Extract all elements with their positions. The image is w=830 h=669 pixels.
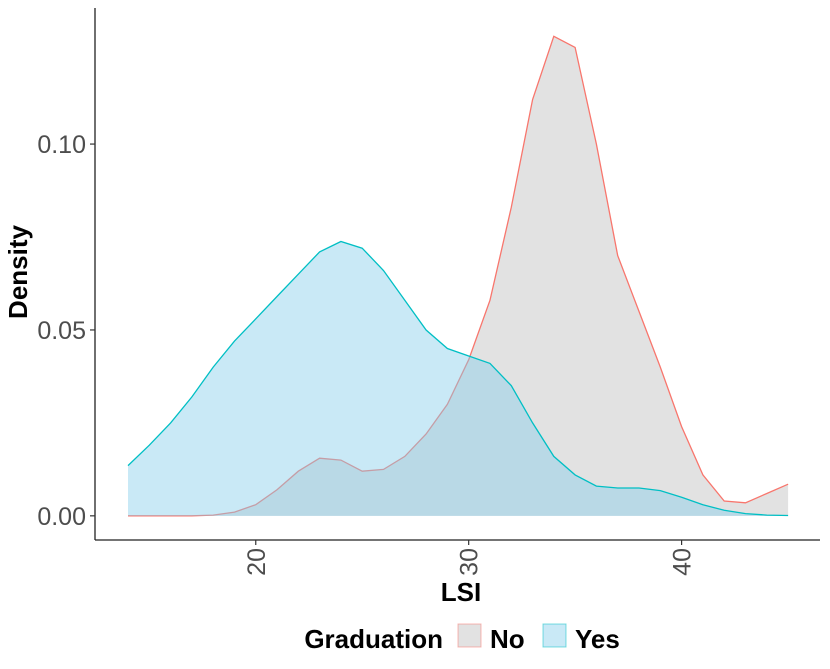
x-tick-label: 40 (669, 548, 697, 576)
density-line (127, 240, 789, 517)
legend-swatch (457, 623, 482, 648)
y-tick-label: 0.05 (37, 317, 86, 345)
y-tick-label: 0.00 (37, 503, 86, 531)
legend-title: Graduation (304, 624, 443, 654)
legend-label: Yes (575, 624, 620, 654)
x-tick-label: 30 (456, 548, 484, 576)
density-area (128, 241, 789, 516)
x-tick-label: 20 (243, 548, 271, 576)
x-axis-title: LSI (441, 577, 481, 607)
density-area (128, 36, 789, 516)
legend-label: No (490, 624, 525, 654)
y-axis-title: Density (3, 225, 33, 319)
y-tick-label: 0.10 (37, 131, 86, 159)
legend-swatch (542, 623, 567, 648)
density-line (128, 35, 789, 517)
